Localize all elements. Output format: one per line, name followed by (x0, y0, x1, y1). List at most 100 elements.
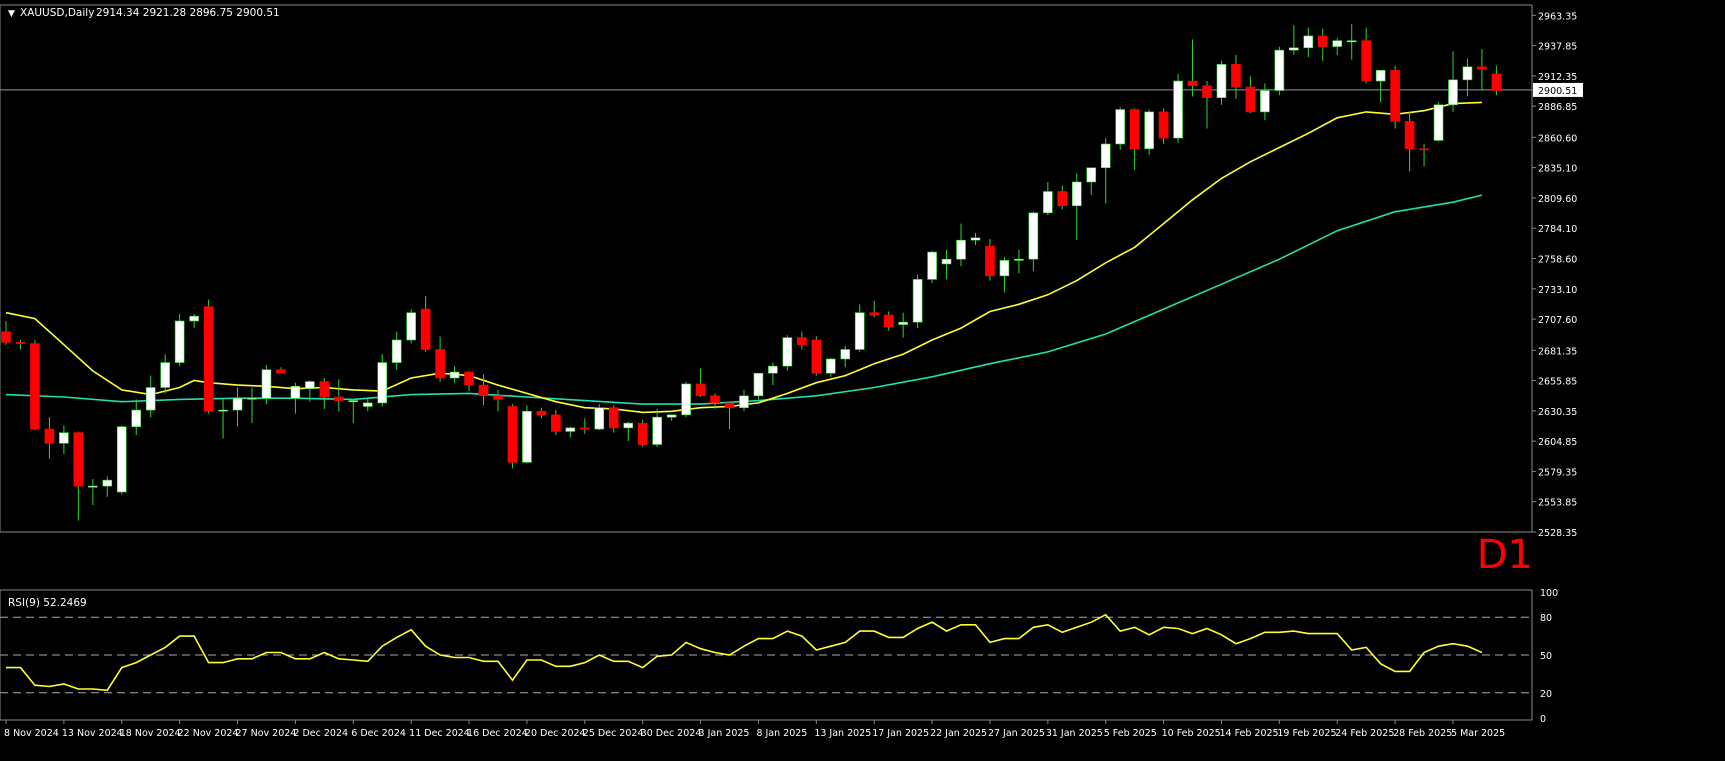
candle[interactable] (203, 299, 214, 414)
candle[interactable] (1, 320, 11, 345)
candle[interactable] (1115, 107, 1125, 150)
candle[interactable] (189, 313, 199, 329)
candle[interactable] (1028, 211, 1039, 272)
candle[interactable] (362, 398, 373, 412)
candle[interactable] (420, 296, 431, 352)
candle[interactable] (1274, 46, 1285, 96)
candle[interactable] (116, 425, 127, 495)
candle[interactable] (1390, 65, 1400, 129)
candle[interactable] (218, 399, 228, 439)
candle[interactable] (637, 419, 648, 447)
candle[interactable] (102, 476, 113, 497)
candle[interactable] (131, 399, 142, 436)
candle[interactable] (1014, 249, 1024, 274)
candle[interactable] (695, 368, 706, 397)
candle[interactable] (1477, 48, 1487, 91)
dropdown-triangle-icon[interactable]: ▼ (8, 9, 15, 19)
candle[interactable] (464, 370, 474, 392)
candle[interactable] (1491, 65, 1502, 96)
candle[interactable] (305, 380, 315, 402)
candle[interactable] (666, 414, 677, 421)
candle[interactable] (334, 379, 344, 412)
candle[interactable] (88, 478, 98, 506)
candle[interactable] (623, 421, 634, 441)
candle[interactable] (1086, 167, 1097, 196)
candle[interactable] (1173, 73, 1183, 143)
candle[interactable] (854, 304, 865, 352)
candle[interactable] (1303, 27, 1314, 58)
candle[interactable] (1202, 81, 1212, 129)
candle[interactable] (174, 313, 185, 367)
candle[interactable] (73, 431, 84, 521)
candle[interactable] (536, 407, 547, 419)
candle[interactable] (145, 375, 156, 418)
candle[interactable] (1375, 70, 1386, 103)
candle[interactable] (970, 233, 981, 245)
candle[interactable] (652, 408, 662, 447)
candle[interactable] (1129, 108, 1140, 171)
candle[interactable] (1216, 60, 1227, 105)
candle[interactable] (391, 331, 402, 370)
candle[interactable] (869, 300, 880, 318)
candle[interactable] (912, 274, 923, 329)
candle[interactable] (608, 405, 619, 433)
candle[interactable] (1317, 28, 1328, 61)
candle[interactable] (681, 381, 691, 418)
candle[interactable] (522, 405, 532, 464)
candle[interactable] (261, 364, 272, 405)
candle[interactable] (1260, 83, 1270, 121)
candle[interactable] (319, 377, 330, 409)
candle[interactable] (44, 417, 55, 459)
candle[interactable] (435, 336, 445, 382)
candle[interactable] (579, 418, 590, 434)
candle[interactable] (59, 425, 69, 455)
candle[interactable] (811, 336, 822, 376)
candle[interactable] (753, 372, 764, 400)
candle[interactable] (898, 312, 908, 338)
candle[interactable] (782, 335, 793, 371)
candle[interactable] (1231, 54, 1241, 99)
candle[interactable] (1404, 111, 1415, 172)
candle[interactable] (15, 339, 26, 350)
candle[interactable] (406, 309, 416, 344)
candle[interactable] (956, 223, 966, 267)
candle[interactable] (710, 393, 720, 409)
candle[interactable] (985, 239, 995, 281)
candle[interactable] (478, 374, 489, 406)
candle[interactable] (594, 404, 605, 431)
candle[interactable] (1187, 39, 1198, 97)
candle[interactable] (1071, 173, 1082, 241)
candle[interactable] (565, 426, 576, 438)
candle[interactable] (276, 367, 286, 374)
candle[interactable] (941, 249, 952, 280)
candle[interactable] (797, 331, 807, 350)
candle[interactable] (1144, 109, 1154, 155)
candle[interactable] (1448, 51, 1458, 112)
candle[interactable] (999, 256, 1010, 293)
candle[interactable] (232, 387, 243, 427)
candle[interactable] (160, 354, 170, 394)
candle[interactable] (1043, 181, 1053, 216)
candle[interactable] (724, 401, 735, 430)
candle[interactable] (507, 404, 518, 469)
candle[interactable] (883, 311, 894, 331)
candle[interactable] (1433, 102, 1444, 142)
candle[interactable] (348, 399, 359, 424)
candle[interactable] (30, 339, 40, 431)
candle[interactable] (247, 387, 257, 424)
rsi-panel[interactable] (0, 613, 1532, 694)
candle[interactable] (449, 366, 460, 383)
candle[interactable] (1419, 143, 1429, 167)
candle[interactable] (927, 250, 937, 283)
candle[interactable] (290, 382, 301, 414)
main-price-panel[interactable] (0, 24, 1532, 521)
candle[interactable] (840, 345, 851, 368)
candle[interactable] (493, 389, 503, 412)
candle[interactable] (1289, 25, 1299, 55)
candle[interactable] (1158, 108, 1169, 144)
candle[interactable] (1057, 185, 1068, 210)
candle[interactable] (1100, 138, 1111, 204)
candle[interactable] (1245, 76, 1256, 114)
candle[interactable] (1361, 27, 1371, 84)
